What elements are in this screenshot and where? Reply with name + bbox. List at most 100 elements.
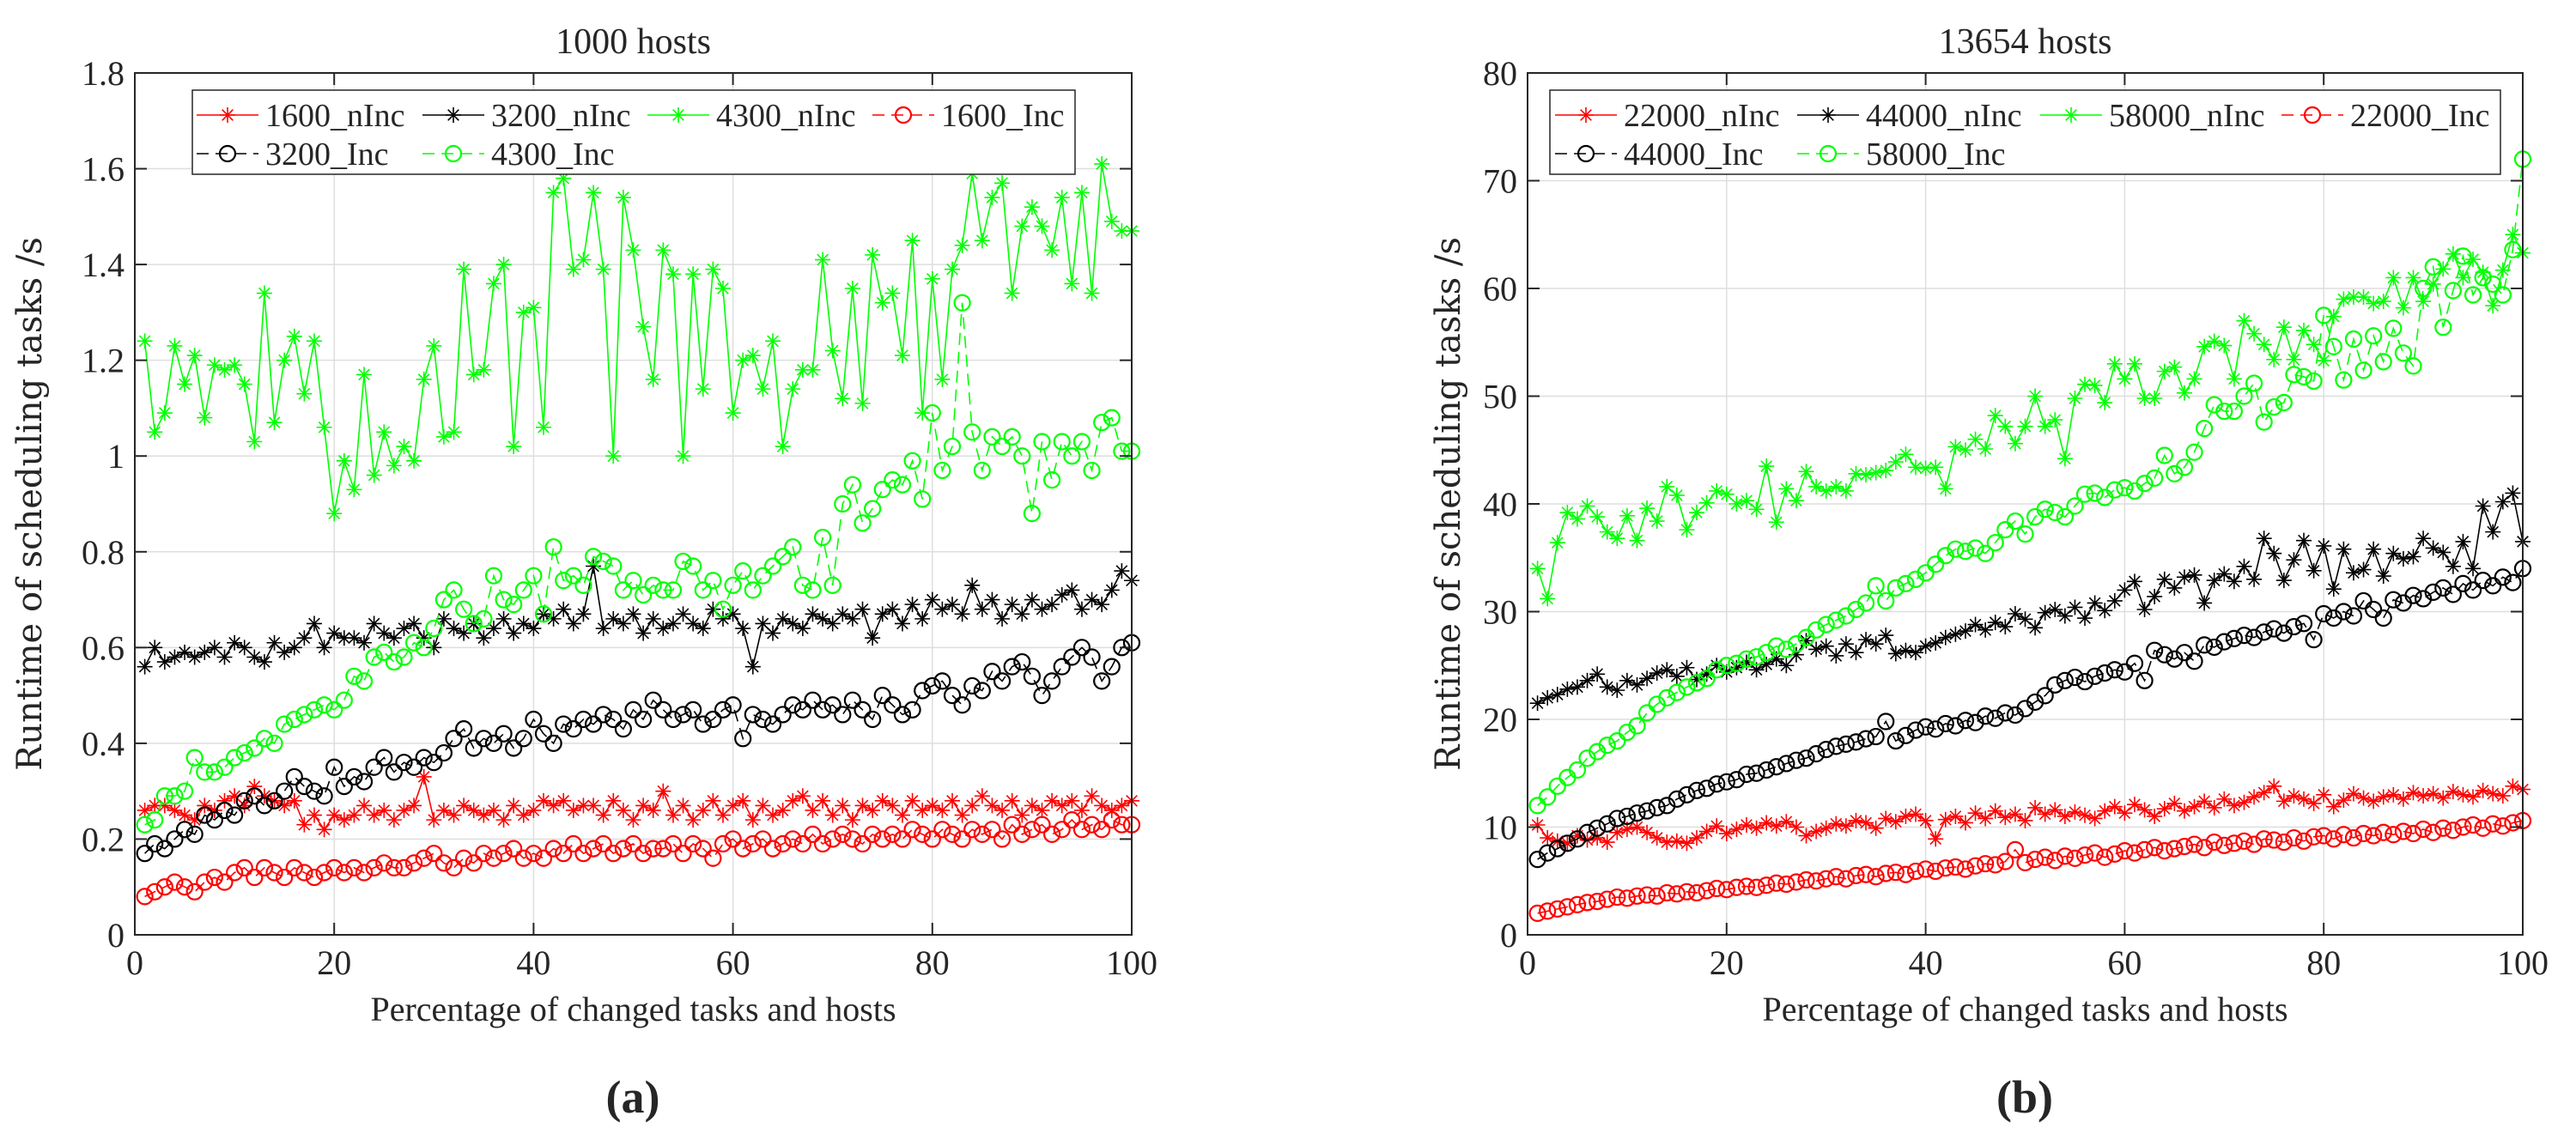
asterisk-stroke bbox=[1730, 823, 1743, 835]
circle-marker bbox=[1758, 761, 1776, 779]
circle-marker bbox=[654, 840, 672, 858]
circle-marker bbox=[734, 840, 752, 858]
asterisk-stroke bbox=[1720, 488, 1733, 500]
circle-marker bbox=[1003, 658, 1021, 676]
asterisk-marker bbox=[1103, 582, 1120, 598]
asterisk-stroke bbox=[2049, 414, 2062, 426]
asterisk-stroke bbox=[2208, 335, 2221, 348]
asterisk-marker bbox=[1559, 505, 1576, 521]
asterisk-stroke bbox=[667, 268, 679, 281]
asterisk-stroke bbox=[328, 627, 341, 640]
asterisk-stroke bbox=[2099, 604, 2111, 617]
asterisk-stroke bbox=[1551, 688, 1564, 701]
circle-marker bbox=[694, 715, 712, 733]
asterisk-marker bbox=[416, 371, 432, 387]
legend-label: 58000_nInc bbox=[2109, 98, 2265, 134]
asterisk-marker bbox=[2087, 377, 2103, 393]
asterisk-marker bbox=[605, 792, 622, 809]
circle-marker bbox=[1598, 737, 1616, 755]
asterisk-marker bbox=[2286, 788, 2302, 804]
asterisk-stroke bbox=[2387, 271, 2400, 284]
asterisk-marker bbox=[2385, 786, 2402, 803]
circle-marker bbox=[784, 696, 802, 714]
circle-marker bbox=[2155, 646, 2173, 664]
circle-marker bbox=[1589, 819, 1607, 837]
asterisk-stroke bbox=[1822, 109, 1834, 121]
circle-marker bbox=[2303, 106, 2322, 124]
asterisk-marker bbox=[2455, 270, 2471, 286]
asterisk-stroke bbox=[1641, 502, 1653, 514]
asterisk-stroke bbox=[348, 632, 361, 645]
asterisk-stroke bbox=[1750, 664, 1763, 676]
circle-marker bbox=[684, 557, 702, 575]
asterisk-marker bbox=[2147, 808, 2163, 824]
circle-marker bbox=[2175, 837, 2194, 856]
asterisk-stroke bbox=[2118, 584, 2131, 597]
asterisk-marker bbox=[2435, 790, 2451, 806]
asterisk-stroke bbox=[2178, 571, 2190, 584]
asterisk-stroke bbox=[477, 632, 490, 645]
asterisk-stroke bbox=[358, 636, 370, 649]
asterisk-stroke bbox=[428, 814, 440, 826]
circle-marker bbox=[2344, 828, 2363, 847]
circle-marker bbox=[1897, 865, 1915, 883]
asterisk-stroke bbox=[1760, 816, 1773, 829]
asterisk-stroke bbox=[2337, 543, 2350, 555]
circle-marker bbox=[564, 720, 582, 738]
circle-marker bbox=[2166, 840, 2184, 858]
asterisk-stroke bbox=[896, 617, 908, 630]
circle-marker bbox=[1648, 798, 1666, 817]
asterisk-marker bbox=[2166, 795, 2183, 811]
circle-marker bbox=[1013, 652, 1031, 671]
asterisk-stroke bbox=[1591, 668, 1603, 681]
circle-marker bbox=[1558, 834, 1577, 852]
asterisk-stroke bbox=[328, 507, 341, 520]
asterisk-marker bbox=[1997, 619, 2014, 635]
circle-marker bbox=[276, 868, 294, 887]
asterisk-stroke bbox=[467, 804, 480, 816]
asterisk-stroke bbox=[2129, 575, 2141, 588]
asterisk-marker bbox=[945, 597, 961, 613]
circle-marker bbox=[295, 706, 313, 724]
circle-marker bbox=[2335, 603, 2353, 621]
legend-item-4300_Inc: 4300_Inc bbox=[422, 136, 615, 173]
asterisk-marker bbox=[1868, 820, 1884, 836]
asterisk-marker bbox=[1978, 810, 1994, 827]
circle-marker bbox=[2394, 344, 2413, 362]
circle-marker bbox=[644, 576, 662, 594]
asterisk-marker bbox=[1659, 478, 1675, 494]
asterisk-marker bbox=[216, 361, 233, 378]
asterisk-marker bbox=[2494, 494, 2511, 510]
legend-label: 44000_nInc bbox=[1866, 98, 2022, 134]
asterisk-marker bbox=[794, 788, 811, 804]
asterisk-stroke bbox=[577, 799, 590, 812]
circle-marker bbox=[2385, 591, 2403, 609]
circle-marker bbox=[2504, 573, 2522, 591]
asterisk-stroke bbox=[1601, 525, 1613, 538]
asterisk-stroke bbox=[1850, 815, 1862, 827]
asterisk-stroke bbox=[428, 340, 440, 352]
circle-marker bbox=[2305, 828, 2323, 846]
asterisk-marker bbox=[2336, 291, 2352, 307]
circle-marker bbox=[2136, 671, 2154, 689]
asterisk-marker bbox=[2316, 537, 2332, 554]
asterisk-stroke bbox=[2188, 373, 2201, 385]
asterisk-stroke bbox=[387, 814, 400, 826]
asterisk-marker bbox=[714, 281, 731, 296]
asterisk-marker bbox=[2325, 798, 2342, 815]
y-tick-label: 1.2 bbox=[82, 342, 125, 380]
asterisk-stroke bbox=[2377, 570, 2390, 582]
asterisk-marker bbox=[1868, 464, 1884, 481]
asterisk-marker bbox=[595, 807, 611, 823]
asterisk-stroke bbox=[368, 809, 380, 822]
circle-marker bbox=[445, 730, 463, 748]
asterisk-stroke bbox=[2417, 790, 2429, 802]
y-tick-label: 1.4 bbox=[82, 246, 125, 284]
asterisk-marker bbox=[1034, 802, 1050, 818]
asterisk-marker bbox=[336, 452, 352, 469]
series-4300_Inc bbox=[136, 294, 1141, 834]
asterisk-stroke bbox=[1115, 225, 1128, 237]
circle-marker bbox=[873, 687, 891, 705]
circle-marker bbox=[2305, 631, 2323, 649]
circle-marker bbox=[574, 845, 592, 863]
